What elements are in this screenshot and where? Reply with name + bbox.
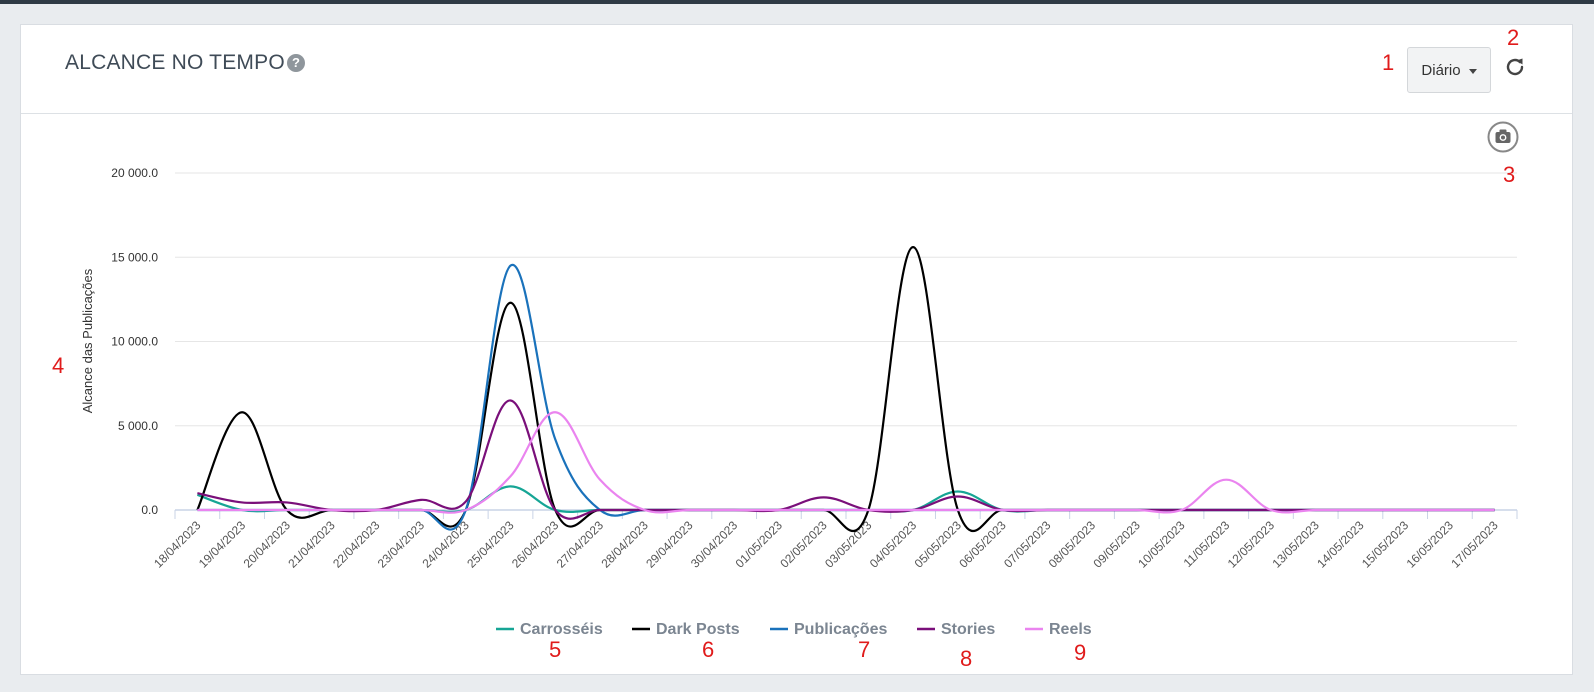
caret-down-icon xyxy=(1468,68,1477,74)
x-tick-label: 29/04/2023 xyxy=(643,518,696,571)
series-line-1 xyxy=(197,485,1495,513)
top-bar xyxy=(0,0,1594,4)
legend-item-2[interactable]: Dark Posts xyxy=(632,621,740,638)
y-tick-label: 5 000.0 xyxy=(118,419,158,433)
y-tick-label: 15 000.0 xyxy=(111,250,158,264)
x-tick-label: 20/04/2023 xyxy=(241,518,294,571)
x-tick-label: 30/04/2023 xyxy=(688,518,741,571)
annotation-3: 3 xyxy=(1503,162,1516,187)
x-tick-label: 07/05/2023 xyxy=(1001,518,1054,571)
reach-over-time-panel: ALCANCE NO TEMPO ? Diário xyxy=(20,24,1573,675)
question-circle-icon[interactable]: ? xyxy=(287,54,305,72)
x-tick-label: 12/05/2023 xyxy=(1225,518,1278,571)
x-tick-label: 16/05/2023 xyxy=(1404,518,1457,571)
annotation-8: 8 xyxy=(960,646,973,671)
y-tick-label: 10 000.0 xyxy=(111,335,158,349)
x-tick-label: 08/05/2023 xyxy=(1046,518,1099,571)
x-tick-label: 27/04/2023 xyxy=(554,518,607,571)
x-tick-label: 10/05/2023 xyxy=(1135,518,1188,571)
x-tick-label: 15/05/2023 xyxy=(1359,518,1412,571)
x-tick-label: 21/04/2023 xyxy=(285,518,338,571)
series-line-2 xyxy=(196,246,1495,532)
annotation-9: 9 xyxy=(1074,640,1087,665)
x-tick-label: 09/05/2023 xyxy=(1091,518,1144,571)
x-tick-label: 22/04/2023 xyxy=(330,518,383,571)
annotation-2: 2 xyxy=(1507,25,1520,50)
legend-label: Stories xyxy=(941,621,995,638)
annotation-5: 5 xyxy=(549,637,562,662)
legend-item-1[interactable]: Carrosséis xyxy=(496,621,603,638)
camera-icon[interactable] xyxy=(1487,121,1519,153)
series-line-5 xyxy=(197,411,1495,514)
panel-title: ALCANCE NO TEMPO xyxy=(65,51,285,74)
period-dropdown-value: Diário xyxy=(1421,61,1461,79)
x-tick-label: 13/05/2023 xyxy=(1269,518,1322,571)
legend-item-3[interactable]: Publicações xyxy=(770,621,887,638)
annotation-7: 7 xyxy=(858,637,871,662)
period-dropdown[interactable]: Diário xyxy=(1407,47,1491,93)
legend-item-4[interactable]: Stories xyxy=(917,621,995,638)
annotation-1: 1 xyxy=(1382,50,1395,75)
x-tick-label: 04/05/2023 xyxy=(867,518,920,571)
y-axis-label: Alcance das Publicações xyxy=(80,268,95,413)
x-tick-label: 19/04/2023 xyxy=(196,518,249,571)
x-tick-label: 02/05/2023 xyxy=(777,518,830,571)
legend-label: Carrosséis xyxy=(520,621,603,638)
annotation-6: 6 xyxy=(702,637,715,662)
annotation-4: 4 xyxy=(52,353,65,378)
series-line-4 xyxy=(197,399,1495,520)
legend-label: Reels xyxy=(1049,621,1092,638)
series-line-3 xyxy=(197,264,1495,531)
x-tick-label: 14/05/2023 xyxy=(1314,518,1367,571)
x-tick-label: 03/05/2023 xyxy=(822,518,875,571)
x-tick-label: 25/04/2023 xyxy=(464,518,517,571)
x-tick-label: 05/05/2023 xyxy=(912,518,965,571)
y-tick-label: 20 000.0 xyxy=(111,166,158,180)
x-tick-label: 26/04/2023 xyxy=(509,518,562,571)
legend-label: Publicações xyxy=(794,621,887,638)
refresh-icon[interactable] xyxy=(1503,55,1527,79)
x-tick-label: 18/04/2023 xyxy=(151,518,204,571)
panel-header: ALCANCE NO TEMPO ? Diário xyxy=(21,25,1572,114)
legend-label: Dark Posts xyxy=(656,621,740,638)
y-tick-label: 0.0 xyxy=(141,503,158,517)
x-tick-label: 17/05/2023 xyxy=(1448,518,1501,571)
x-tick-label: 01/05/2023 xyxy=(733,518,786,571)
x-tick-label: 23/04/2023 xyxy=(375,518,428,571)
x-tick-label: 28/04/2023 xyxy=(598,518,651,571)
legend-item-5[interactable]: Reels xyxy=(1025,621,1092,638)
